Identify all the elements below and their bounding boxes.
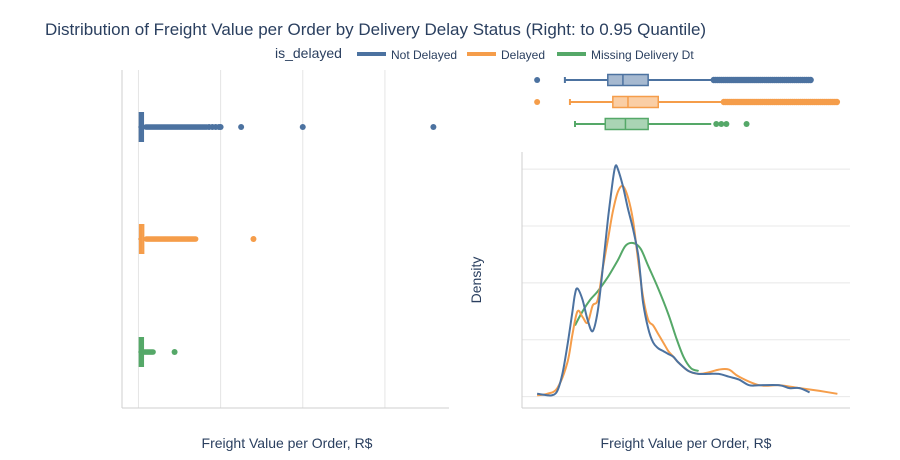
marginal-outlier-point <box>807 76 814 84</box>
legend-label-missing-delivery-dt: Missing Delivery Dt <box>591 48 694 62</box>
legend-item-not-delayed[interactable]: Not Delayed <box>357 48 457 62</box>
legend-item-delayed[interactable]: Delayed <box>467 48 545 62</box>
marginal-outlier-point <box>534 77 541 83</box>
marginal-box-missing-delivery-dt <box>573 117 750 131</box>
marginal-outlier-point <box>534 99 541 105</box>
legend-label-delayed: Delayed <box>501 48 545 62</box>
outlier-point <box>171 349 178 355</box>
density-y-axis-title: Density <box>468 257 484 304</box>
density-line-not-delayed <box>536 164 811 397</box>
outlier-point <box>250 236 257 242</box>
marginal-outlier-point <box>723 121 730 127</box>
marginal-box-delayed <box>534 95 841 109</box>
outlier-point <box>150 349 156 355</box>
left-boxplot-panel <box>121 70 449 409</box>
outlier-point <box>192 236 199 242</box>
marginal-box-iqr <box>607 73 649 87</box>
marginal-boxplot-panel <box>534 73 841 131</box>
marginal-outlier-point <box>718 121 725 127</box>
density-panel <box>521 152 850 409</box>
legend-label-not-delayed: Not Delayed <box>391 48 457 62</box>
marginal-outlier-point <box>743 121 750 127</box>
density-x-axis-title: Freight Value per Order, R$ <box>601 435 772 451</box>
legend-title: is_delayed <box>275 45 342 61</box>
marginal-outlier-point <box>833 98 841 106</box>
legend-item-missing-delivery-dt[interactable]: Missing Delivery Dt <box>557 48 694 62</box>
legend: is_delayed Not Delayed Delayed Missing D… <box>275 45 694 62</box>
box-missing-delivery-dt <box>138 337 178 367</box>
outlier-point <box>299 124 306 130</box>
marginal-box-iqr <box>612 95 659 109</box>
marginal-outlier-point <box>713 121 720 127</box>
outlier-point <box>238 124 245 130</box>
marginal-box-not-delayed <box>534 73 814 87</box>
box-not-delayed <box>138 112 437 142</box>
marginal-box-iqr <box>604 117 649 131</box>
outlier-point <box>217 124 224 130</box>
outlier-point <box>430 124 437 130</box>
left-x-axis-title: Freight Value per Order, R$ <box>202 435 373 451</box>
box-delayed <box>138 224 257 254</box>
chart-title: Distribution of Freight Value per Order … <box>45 20 706 39</box>
